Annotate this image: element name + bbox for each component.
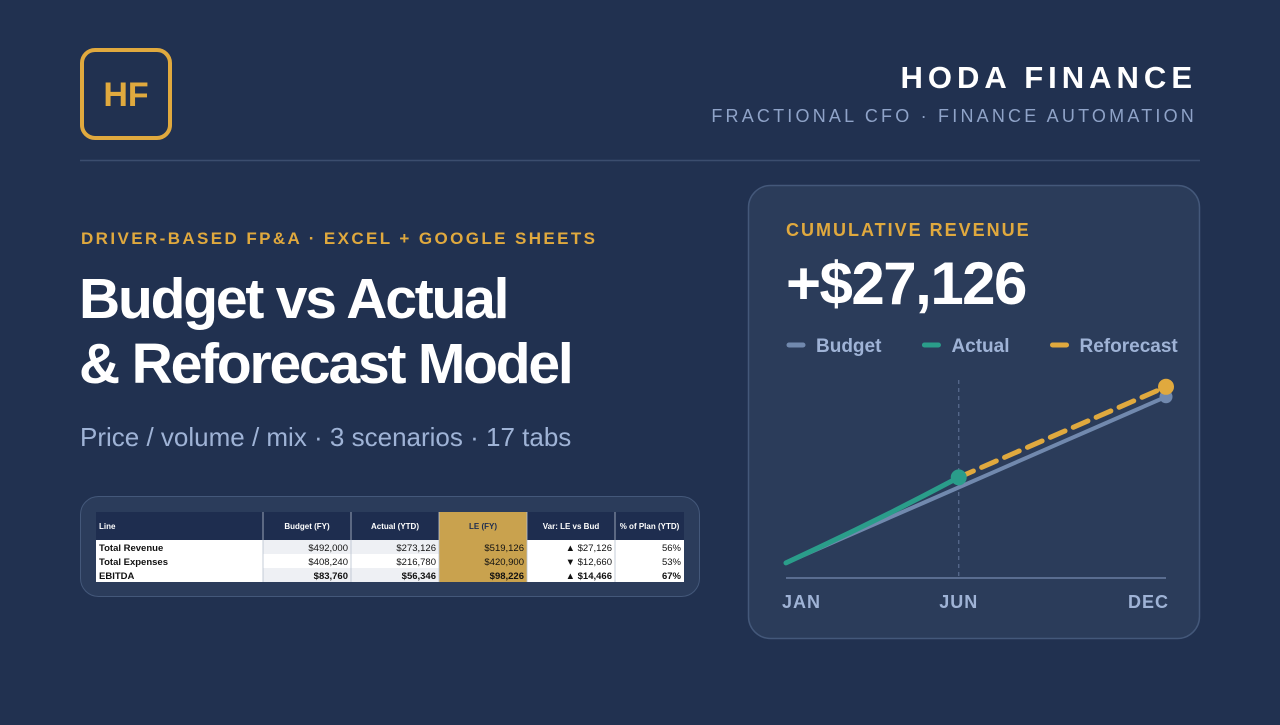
series-line <box>783 474 962 566</box>
table-cell: 67% <box>662 571 682 582</box>
table-cell: ▲ $27,126 <box>566 543 612 554</box>
table-cell: $420,900 <box>484 557 524 568</box>
series-line <box>956 384 1169 480</box>
headline: +$27,126 <box>786 250 1026 317</box>
legend-label: Reforecast <box>1080 336 1179 357</box>
brand-tagline: FRACTIONAL CFO · FINANCE AUTOMATION <box>711 106 1197 126</box>
legend-label: Actual <box>951 336 1009 357</box>
column-header: LE (FY) <box>469 522 497 531</box>
column-header: Budget (FY) <box>284 522 330 531</box>
table-cell: 56% <box>662 543 682 554</box>
hero-title: Budget vs Actual <box>79 267 507 331</box>
x-tick-label: JUN <box>939 592 978 612</box>
hero-title: & Reforecast Model <box>79 332 572 396</box>
end-dot <box>1158 378 1174 395</box>
column-header: Var: LE vs Bud <box>543 522 600 531</box>
eyebrow: DRIVER-BASED FP&A · EXCEL + GOOGLE SHEET… <box>81 229 597 248</box>
table-cell: $492,000 <box>308 543 348 554</box>
column-header: % of Plan (YTD) <box>620 522 680 531</box>
x-tick-label: DEC <box>1128 592 1169 612</box>
table-cell: 53% <box>662 557 682 568</box>
table-cell: $98,226 <box>490 571 524 582</box>
brand-name: HODA FINANCE <box>900 60 1197 95</box>
table-cell: $216,780 <box>396 557 436 568</box>
table-cell: Total Expenses <box>99 557 168 568</box>
plot: Budget Actual Reforecast JAN JUN DEC <box>782 336 1178 612</box>
table-cell: ▲ $14,466 <box>566 571 612 582</box>
table-header-bg <box>96 512 684 540</box>
column-header: Actual (YTD) <box>371 522 419 531</box>
end-dot <box>950 469 967 486</box>
table-cell: $56,346 <box>402 571 436 582</box>
chart-title: CUMULATIVE REVENUE <box>786 220 1031 240</box>
table-cell: ▼ $12,660 <box>566 557 612 568</box>
table: Line Budget (FY) Actual (YTD) LE (FY) Var: L… <box>96 512 684 582</box>
table-cell: $408,240 <box>308 557 348 568</box>
highlight-column <box>439 512 527 582</box>
logo-box <box>80 48 172 140</box>
table-cell: $273,126 <box>396 543 436 554</box>
logo: HF <box>103 76 148 114</box>
table-cell: Total Revenue <box>99 543 163 554</box>
table-cell: EBITDA <box>99 571 135 582</box>
table-cell: $83,760 <box>314 571 348 582</box>
table-cell: $519,126 <box>484 543 524 554</box>
x-tick-label: JAN <box>782 592 821 612</box>
column-header: Line <box>99 522 116 531</box>
legend-label: Budget <box>816 336 882 357</box>
hero-subtitle: Price / volume / mix · 3 scenarios · 17 … <box>80 422 571 452</box>
